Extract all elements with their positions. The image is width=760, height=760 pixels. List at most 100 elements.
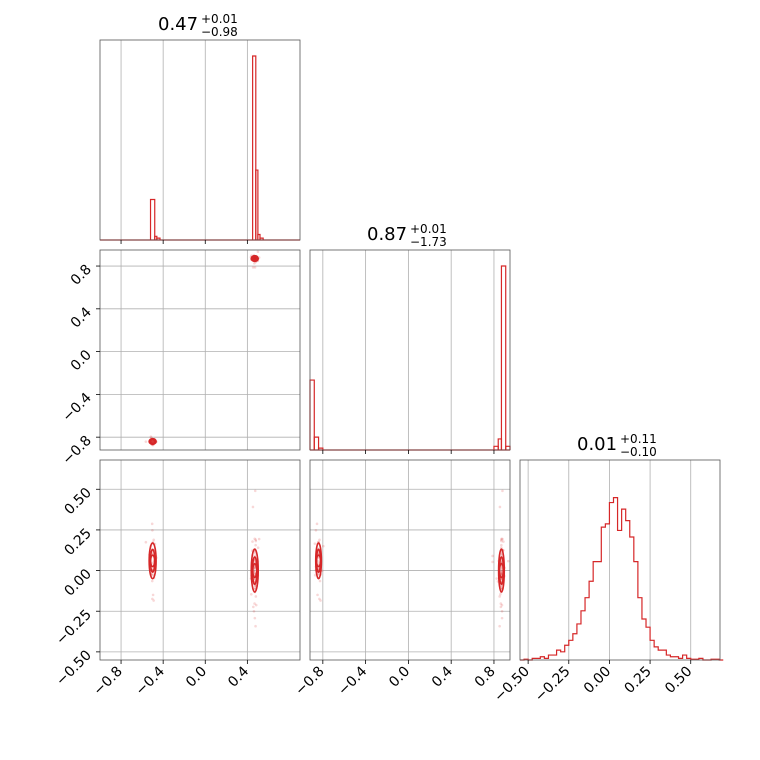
sample-point xyxy=(253,616,257,620)
sample-point xyxy=(252,605,255,609)
contour-line xyxy=(251,255,258,262)
sample-point xyxy=(500,546,503,550)
x-tick-label: 0.4 xyxy=(429,663,456,690)
hist-bar xyxy=(259,237,264,240)
sample-point xyxy=(506,559,510,563)
title-p1-median: 0.87 xyxy=(367,224,407,245)
sample-point xyxy=(500,553,504,557)
sample-point xyxy=(501,489,504,493)
x-tick-label: −0.50 xyxy=(491,664,533,706)
sample-point xyxy=(253,571,256,574)
x-tick-label: −0.4 xyxy=(335,663,370,698)
sample-point xyxy=(256,250,260,254)
y-tick-label: −0.50 xyxy=(53,647,95,689)
sample-point xyxy=(253,257,256,260)
contour-line xyxy=(148,542,157,580)
sample-point xyxy=(500,539,503,543)
sample-point xyxy=(253,257,257,261)
sample-point xyxy=(253,537,256,541)
sample-point xyxy=(252,609,256,613)
contour-line xyxy=(315,554,322,568)
sample-point xyxy=(253,551,256,555)
sample-point xyxy=(499,602,503,605)
y-tick-label: 0.8 xyxy=(68,262,95,289)
sample-point xyxy=(500,552,503,556)
title-p2-err-plus: +0.11 xyxy=(620,432,657,446)
sample-point xyxy=(253,266,257,269)
y-tick-label: 0.25 xyxy=(61,525,94,558)
sample-point xyxy=(253,257,256,260)
title-p0-err-minus: −0.98 xyxy=(201,25,238,39)
sample-point xyxy=(151,528,154,532)
sample-point xyxy=(251,540,254,543)
hist-bar xyxy=(500,265,507,450)
sample-point xyxy=(322,544,325,548)
x-tick-label: −0.4 xyxy=(133,663,168,698)
panel-frame xyxy=(309,249,511,451)
sample-point xyxy=(501,537,504,541)
sample-point xyxy=(144,540,148,544)
panel-p1-p0 xyxy=(99,249,301,451)
contour-line xyxy=(251,562,258,579)
sample-point xyxy=(499,586,503,589)
contour-line xyxy=(149,438,156,445)
sample-point xyxy=(152,599,155,602)
sample-point xyxy=(498,624,501,628)
sample-point xyxy=(254,603,258,607)
sample-point xyxy=(257,537,261,541)
sample-point xyxy=(498,505,502,509)
y-tick-label: 0.0 xyxy=(68,347,95,374)
x-tick-label: 0.25 xyxy=(622,664,655,697)
x-tick-label: 0.0 xyxy=(386,664,413,691)
sample-point xyxy=(150,522,154,526)
contour-line xyxy=(149,554,156,568)
sample-point xyxy=(252,570,256,573)
hist-bar xyxy=(149,198,156,240)
x-tick-label: −0.8 xyxy=(292,664,327,699)
x-tick-label: 0.8 xyxy=(472,664,499,691)
sample-point xyxy=(256,546,260,550)
title-p1-err-plus: +0.01 xyxy=(410,222,447,236)
panel-frame xyxy=(309,459,511,661)
sample-point xyxy=(500,571,503,574)
sample-point xyxy=(500,537,503,541)
sample-point xyxy=(491,560,494,564)
sample-point xyxy=(318,579,322,583)
panel-frame xyxy=(99,459,301,661)
y-tick-label: −0.25 xyxy=(53,607,95,649)
sample-point xyxy=(144,440,148,443)
sample-point xyxy=(254,538,258,541)
sample-point xyxy=(253,489,257,493)
panel-p2-p1 xyxy=(309,459,511,661)
sample-point xyxy=(254,624,257,628)
sample-point xyxy=(151,597,154,601)
sample-point xyxy=(318,538,321,542)
y-tick-label: 0.00 xyxy=(61,566,94,599)
sample-point xyxy=(499,592,502,596)
title-p2: 0.01 +0.11 −0.10 xyxy=(577,432,657,459)
hist-bar xyxy=(317,447,324,450)
y-tick-label: −0.8 xyxy=(59,433,94,468)
hist-bar xyxy=(257,233,261,240)
sample-point xyxy=(314,528,318,532)
sample-point xyxy=(151,593,155,597)
panel-p0-p0 xyxy=(99,39,301,241)
sample-point xyxy=(253,257,257,261)
sample-point xyxy=(319,599,322,602)
sample-point xyxy=(150,579,154,583)
contour-line xyxy=(497,548,506,593)
sample-point xyxy=(499,605,503,609)
y-tick-label: 0.4 xyxy=(68,304,95,331)
hist-bar xyxy=(313,436,320,450)
sample-point xyxy=(251,266,255,269)
y-tick-label: −0.4 xyxy=(59,390,94,425)
sample-point xyxy=(253,584,257,588)
title-p0-err-plus: +0.01 xyxy=(201,12,238,26)
title-p2-median: 0.01 xyxy=(577,434,617,455)
panel-p2-p0 xyxy=(99,459,301,661)
hist-bar xyxy=(309,379,315,450)
sample-point xyxy=(495,577,498,580)
sample-point xyxy=(253,573,256,576)
title-p1-err-minus: −1.73 xyxy=(410,235,447,249)
